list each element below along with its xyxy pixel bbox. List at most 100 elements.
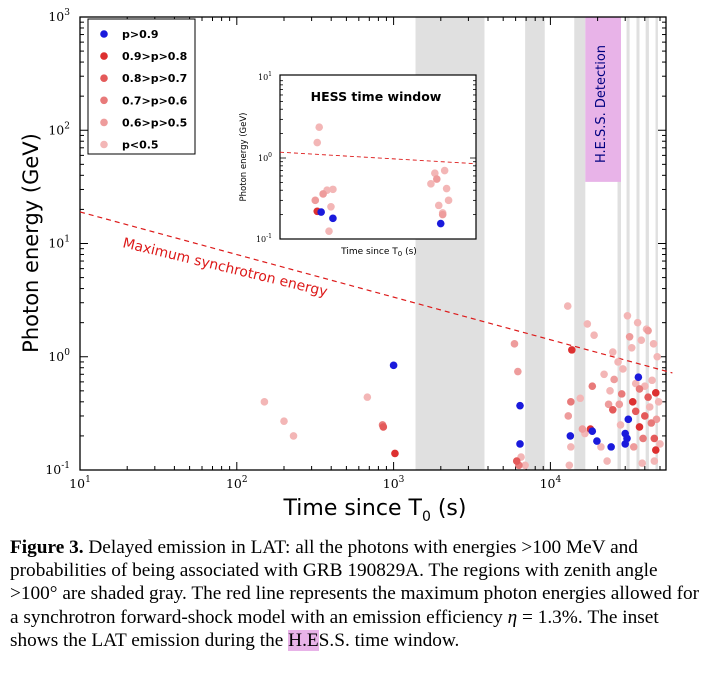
x-tick-label: 103 [383,475,405,491]
data-point [588,427,597,436]
data-point [379,423,388,431]
y-tick-label-exp: 2 [64,121,70,131]
data-point [631,379,640,388]
data-point [578,425,587,433]
inset-title: HESS time window [311,89,442,104]
data-point [651,389,660,397]
data-point [600,370,608,379]
y-tick-label: 103 [48,8,70,24]
inset-data-point [434,201,443,210]
caption-text-2: = 1.3%. The inset shows the LAT emission… [10,606,659,651]
data-point [597,443,605,451]
zenith-shaded-band [617,17,621,470]
data-point [615,400,624,409]
x-tick-label-base: 10 [540,476,556,491]
legend-box [87,18,196,155]
caption-figure-label: Figure 3. [10,537,84,558]
x-tick-label-exp: 3 [399,475,405,485]
x-tick-label: 101 [69,475,91,491]
data-point [648,376,656,385]
inset-x-axis-label: Time since T0 (s) [340,247,417,258]
inset-data-point [444,196,453,205]
data-point [607,443,615,451]
y-tick-label-base: 10 [48,9,64,24]
x-tick-label: 104 [540,475,562,491]
inset-synchrotron-line-layer [279,151,477,165]
data-point [512,457,521,465]
y-tick-label-exp: 1 [64,235,70,245]
inset-data-point [442,184,451,193]
inset-y-tick-label-base: 10 [258,154,268,163]
inset-y-tick-label-base: 10 [256,235,266,244]
caption-tail: S.S. time window. [318,629,460,651]
caption-eta-symbol: η [507,606,518,628]
data-point [614,358,622,366]
data-point [510,340,519,348]
data-point [653,352,662,361]
data-point [634,373,643,381]
legend-marker [100,140,108,149]
inset-y-tick-label-base: 10 [258,73,268,82]
data-point [588,382,597,390]
data-point [389,361,398,370]
data-point [521,461,529,470]
inset-data-point [313,138,322,147]
legend-marker [100,96,108,105]
inset-y-axis-label: Photon energy (GeV) [239,113,249,202]
data-point [576,394,585,403]
data-point [260,398,269,406]
hess-detection-label: H.E.S.S. Detection [594,45,609,163]
legend-label: 0.9>p>0.8 [122,50,187,63]
data-point [593,437,601,445]
data-point [639,434,647,443]
data-point [568,346,576,354]
inset-data-point [325,227,333,235]
data-point [624,415,633,424]
legend-label: 0.6>p>0.5 [122,116,187,129]
inset-data-point [311,196,320,205]
synchrotron-line [79,211,673,374]
figure-caption: Figure 3. Delayed emission in LAT: all t… [10,536,700,652]
inset-y-tick-label: 101 [258,71,272,82]
inset-y-tick-label: 10-1 [256,233,272,244]
inset-x-axis-label-text: Time since T [340,247,398,257]
inset-points-layer [311,123,453,235]
data-point [289,432,298,440]
data-point [565,461,574,470]
inset-data-point [431,169,439,177]
y-tick-label: 101 [48,235,70,251]
data-point [621,429,630,438]
x-tick-label-base: 10 [383,476,399,491]
data-point [516,440,524,448]
data-point [649,340,658,348]
main-x-axis-label: Time since T0 (s) [283,496,467,525]
zenith-shaded-band [525,17,545,470]
data-point [619,365,627,373]
inset-data-point [427,180,435,188]
inset-data-point [327,202,335,211]
data-point [514,367,522,376]
main-x-axis-label-unit: (s) [431,496,467,521]
data-point [391,449,399,458]
legend-marker [100,118,108,127]
data-point [608,348,617,356]
x-tick-label-base: 10 [69,476,85,491]
x-tick-label-base: 10 [226,476,242,491]
data-point [651,446,660,454]
data-point [629,443,638,451]
x-tick-label-exp: 4 [555,475,561,485]
data-point [617,390,626,398]
inset-x-axis-label-subscript: 0 [398,250,402,258]
y-tick-label: 100 [48,348,70,364]
data-point [645,403,654,411]
inset-data-point [319,190,327,198]
data-point [625,333,634,341]
y-tick-label-exp: 3 [64,8,70,18]
data-point [603,457,611,465]
y-tick-label-base: 10 [48,349,64,364]
data-point [516,401,524,410]
synchrotron-line-layer [79,211,673,374]
data-point [590,331,598,339]
data-point [604,400,613,409]
